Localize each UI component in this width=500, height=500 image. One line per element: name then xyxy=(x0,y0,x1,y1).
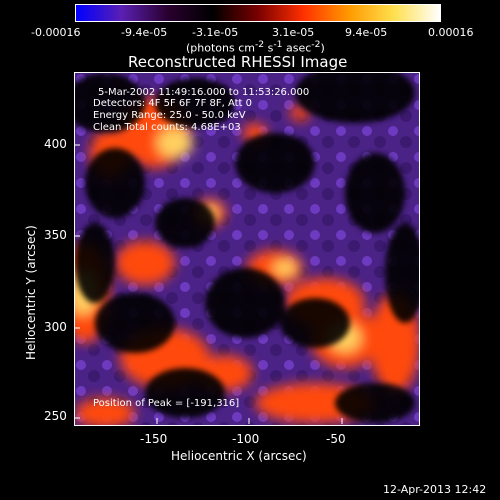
colorbar-tick-label: 0.00016 xyxy=(428,26,474,39)
colorbar-tick-label: -9.4e-05 xyxy=(121,26,168,39)
emission-blob xyxy=(115,241,175,285)
y-tick-label: 350 xyxy=(44,228,67,242)
peak-position-annotation: Position of Peak = [-191,316] xyxy=(93,398,240,409)
dark-region xyxy=(235,133,315,193)
colorbar-units: (photons cm-2 s-1 asec-2) xyxy=(186,39,325,55)
dark-region xyxy=(75,223,115,303)
dark-region xyxy=(95,293,175,353)
dark-region xyxy=(155,198,215,248)
emission-blob xyxy=(75,398,135,428)
x-tick-label: -100 xyxy=(232,432,260,446)
x-axis-label: Heliocentric X (arcsec) xyxy=(171,449,307,463)
emission-blob xyxy=(157,128,193,158)
dark-region xyxy=(205,268,285,338)
energy-annotation: Energy Range: 25.0 - 50.0 keV xyxy=(93,110,246,121)
y-tick-label: 400 xyxy=(44,137,67,151)
y-tick-label: 300 xyxy=(44,320,67,334)
rhessi-image xyxy=(60,63,425,428)
emission-blob xyxy=(273,260,297,276)
colorbar-tick-label: 9.4e-05 xyxy=(345,26,388,39)
colorbar-tick-label: -0.00016 xyxy=(31,26,81,39)
x-tick-label: -50 xyxy=(326,432,346,446)
dark-region xyxy=(65,73,145,133)
dark-region xyxy=(85,148,145,218)
y-tick-label: 250 xyxy=(44,409,67,423)
time-range-annotation: 5-Mar-2002 11:49:16.000 to 11:53:26.000 xyxy=(98,87,310,98)
dark-region xyxy=(335,383,415,423)
x-tick-label: -150 xyxy=(140,432,168,446)
timestamp-footer: 12-Apr-2013 12:42 xyxy=(383,483,487,496)
dark-region xyxy=(295,63,415,123)
clean-annotation: Clean Total counts: 4.68E+03 xyxy=(93,122,241,133)
colorbar xyxy=(75,4,441,22)
colorbar-tick-label: -3.1e-05 xyxy=(192,26,239,39)
dark-region xyxy=(145,368,225,418)
dark-region xyxy=(345,153,405,233)
dark-region xyxy=(385,223,425,323)
rhessi-image-panel xyxy=(60,63,425,428)
plot-title: Reconstructed RHESSI Image xyxy=(128,53,348,71)
colorbar-tick-label: 3.1e-05 xyxy=(272,26,315,39)
detectors-annotation: Detectors: 4F 5F 6F 7F 8F, Att 0 xyxy=(93,98,253,109)
dark-region xyxy=(280,298,350,348)
dark-region xyxy=(155,78,235,128)
